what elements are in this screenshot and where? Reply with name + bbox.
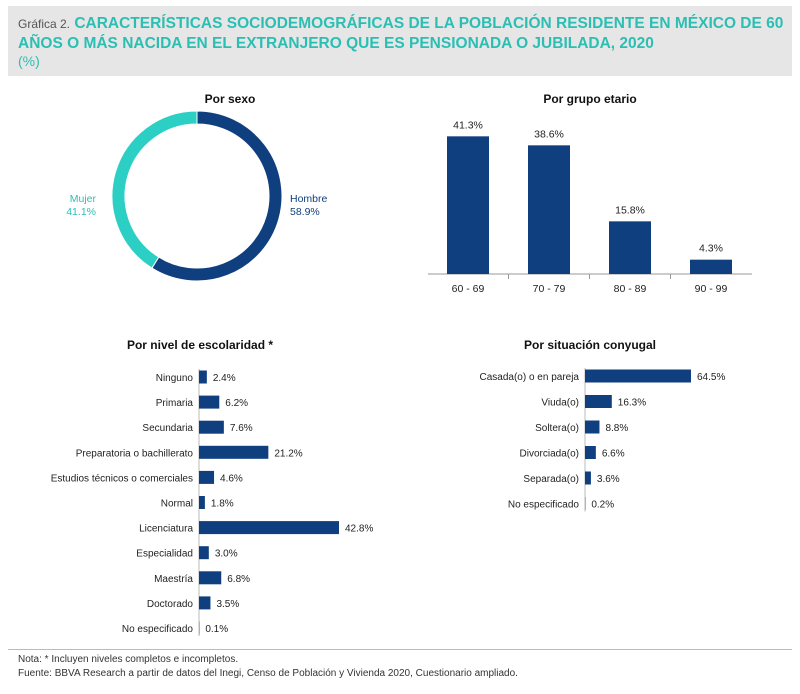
education-value-label-2: 7.6% — [230, 423, 253, 434]
education-value-label-3: 21.2% — [274, 448, 302, 459]
marital-chart-title: Por situación conyugal — [523, 338, 657, 352]
education-value-label-0: 2.4% — [213, 373, 236, 384]
education-category-label-7: Especialidad — [136, 549, 193, 560]
education-category-label-0: Ninguno — [156, 373, 194, 384]
marital-category-label-5: No especificado — [508, 500, 580, 511]
footer-divider — [8, 649, 792, 650]
age-bar-2 — [609, 221, 651, 274]
age-value-label-2: 15.8% — [615, 204, 645, 216]
education-value-label-10: 0.1% — [205, 624, 228, 635]
education-value-label-7: 3.0% — [215, 549, 238, 560]
age-value-label-0: 41.3% — [453, 119, 483, 131]
education-bar-7 — [199, 546, 209, 560]
donut-slice-mujer — [111, 110, 198, 269]
marital-value-label-5: 0.2% — [591, 500, 614, 511]
marital-value-label-1: 16.3% — [618, 398, 646, 409]
chart-title: Gráfica 2. CARACTERÍSTICAS SOCIODEMOGRÁF… — [18, 14, 788, 53]
education-category-label-8: Maestría — [154, 574, 193, 585]
education-value-label-9: 3.5% — [216, 599, 239, 610]
education-category-label-10: No especificado — [122, 624, 194, 635]
marital-value-label-3: 6.6% — [602, 449, 625, 460]
age-tick-label-3: 90 - 99 — [695, 283, 728, 295]
age-value-label-1: 38.6% — [534, 128, 564, 140]
age-tick-label-2: 80 - 89 — [614, 283, 647, 295]
marital-category-label-1: Viuda(o) — [541, 398, 579, 409]
marital-bar-1 — [585, 395, 612, 408]
education-category-label-3: Preparatoria o bachillerato — [76, 448, 194, 459]
marital-category-label-4: Separada(o) — [523, 474, 579, 485]
title-main: CARACTERÍSTICAS SOCIODEMOGRÁFICAS DE LA … — [18, 15, 784, 52]
slice-value-hombre: 58.9% — [290, 206, 320, 218]
age-chart-title: Por grupo etario — [543, 92, 637, 106]
donut-slice-hombre — [151, 110, 283, 282]
education-bar-4 — [199, 470, 215, 484]
marital-value-label-2: 8.8% — [605, 423, 628, 434]
age-tick-label-1: 70 - 79 — [533, 283, 566, 295]
slice-label-mujer: Mujer — [70, 193, 97, 205]
marital-bar-0 — [585, 369, 691, 383]
marital-bar-2 — [585, 420, 600, 434]
education-category-label-5: Normal — [161, 499, 193, 510]
education-category-label-6: Licenciatura — [139, 524, 193, 535]
footer: Nota: * Incluyen niveles completos e inc… — [18, 653, 518, 681]
marital-value-label-4: 3.6% — [597, 474, 620, 485]
slice-label-hombre: Hombre — [290, 193, 328, 205]
education-bar-5 — [199, 496, 205, 509]
footer-note: Nota: * Incluyen niveles completos e inc… — [18, 654, 239, 665]
education-value-label-4: 4.6% — [220, 473, 243, 484]
education-chart-title: Por nivel de escolaridad * — [126, 338, 274, 352]
marital-category-label-2: Soltera(o) — [535, 423, 579, 434]
marital-category-label-3: Divorciada(o) — [520, 449, 579, 460]
marital-category-label-0: Casada(o) o en pareja — [479, 372, 579, 383]
age-bar-0 — [447, 136, 489, 274]
education-bar-9 — [199, 596, 211, 610]
marital-bar-3 — [585, 446, 596, 459]
age-bar-1 — [528, 145, 570, 274]
education-value-label-5: 1.8% — [211, 499, 234, 510]
education-value-label-6: 42.8% — [345, 524, 373, 535]
marital-bar-4 — [585, 471, 591, 485]
title-prefix: Gráfica 2. — [18, 17, 71, 31]
age-bar-3 — [690, 259, 732, 274]
age-tick-label-0: 60 - 69 — [452, 283, 485, 295]
education-value-label-8: 6.8% — [227, 574, 250, 585]
unit-label: (%) — [18, 53, 40, 69]
education-bar-2 — [199, 420, 224, 434]
footer-source: Fuente: BBVA Research a partir de datos … — [18, 668, 518, 679]
marital-value-label-0: 64.5% — [697, 372, 725, 383]
chart-header: Gráfica 2. CARACTERÍSTICAS SOCIODEMOGRÁF… — [8, 6, 792, 76]
sex-chart-title: Por sexo — [204, 92, 256, 106]
education-bar-0 — [199, 370, 207, 384]
age-value-label-3: 4.3% — [699, 243, 723, 255]
education-bar-1 — [199, 395, 220, 409]
education-bar-3 — [199, 445, 269, 459]
education-bar-6 — [199, 521, 339, 535]
education-category-label-4: Estudios técnicos o comerciales — [51, 473, 193, 484]
education-value-label-1: 6.2% — [225, 398, 248, 409]
education-category-label-9: Doctorado — [147, 599, 194, 610]
education-bar-8 — [199, 571, 222, 585]
slice-value-mujer: 41.1% — [66, 206, 96, 218]
education-category-label-1: Primaria — [156, 398, 194, 409]
education-category-label-2: Secundaria — [142, 423, 193, 434]
